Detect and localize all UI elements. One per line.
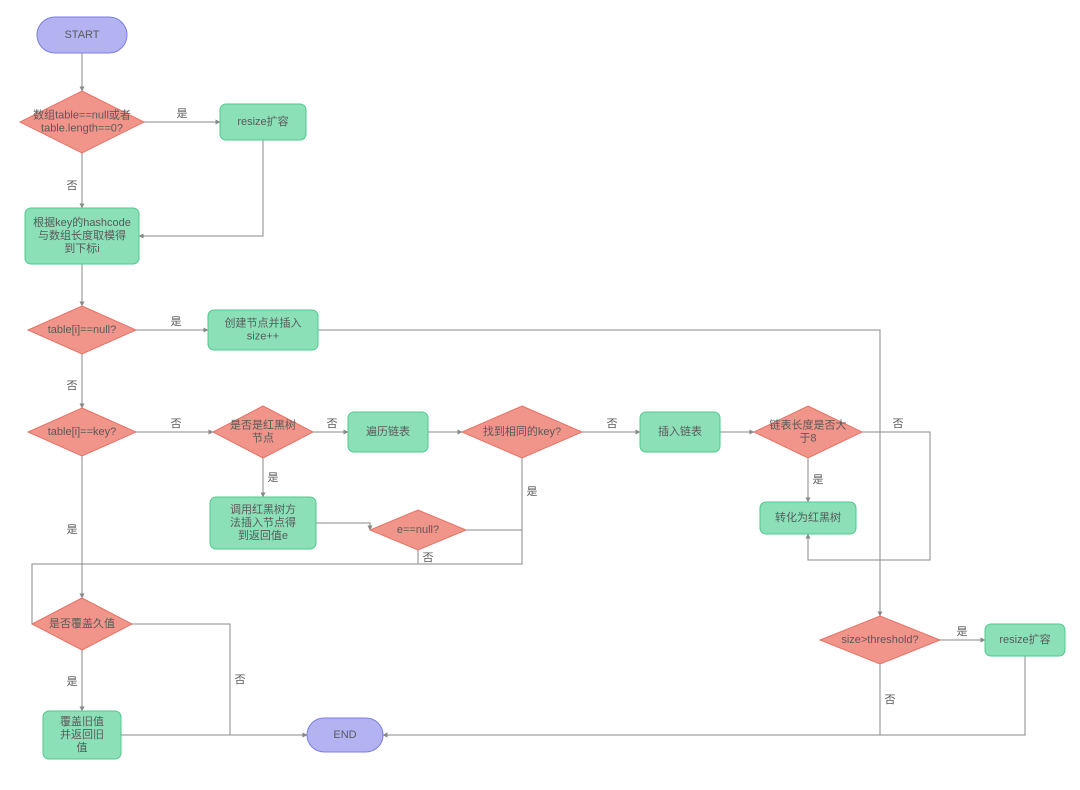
node-p_insert: 插入链表 — [640, 412, 720, 452]
node-p_rbins: 调用红黑树方法插入节点得到返回值e — [210, 497, 316, 549]
node-label: resize扩容 — [237, 114, 288, 128]
node-label: table.length==0? — [41, 122, 123, 134]
node-p_resize1: resize扩容 — [220, 104, 306, 140]
edge-label-15: 是 — [268, 471, 279, 484]
edge-label-23: 否 — [235, 674, 246, 686]
edge-label-9: 否 — [327, 418, 338, 430]
node-label: e==null? — [397, 524, 439, 536]
node-label: 找到相同的key? — [483, 424, 561, 438]
node-p_create: 创建节点并插入size++ — [208, 310, 318, 350]
node-label: 值 — [77, 741, 88, 754]
node-d_tablei: table[i]==null? — [28, 306, 136, 354]
node-label: 数组table==null或者 — [33, 107, 131, 121]
node-end: END — [307, 718, 383, 752]
node-label: 遍历链表 — [366, 424, 410, 438]
node-d_cover: 是否覆盖久值 — [32, 598, 132, 650]
node-label: 节点 — [252, 431, 274, 444]
edge-label-26: 否 — [885, 694, 896, 706]
node-label: START — [64, 29, 99, 41]
node-label: 是否是红黑树 — [230, 417, 296, 431]
edge-label-2: 否 — [67, 180, 78, 192]
node-p_iter: 遍历链表 — [348, 412, 428, 452]
node-label: size++ — [247, 330, 279, 342]
node-p_hash: 根据key的hashcode与数组长度取模得到下标i — [25, 208, 139, 264]
node-p_torb: 转化为红黑树 — [760, 502, 856, 534]
edge-label-8: 否 — [171, 418, 182, 430]
node-label: END — [333, 729, 356, 741]
node-d_key: table[i]==key? — [28, 408, 136, 456]
node-label: 根据key的hashcode — [33, 215, 131, 229]
edge-26 — [383, 664, 880, 735]
node-label: 是否覆盖久值 — [49, 616, 115, 630]
node-p_coverold: 覆盖旧值并返回旧值 — [43, 711, 121, 759]
node-d_thresh: size>threshold? — [820, 616, 940, 664]
node-label: 转化为红黑树 — [775, 510, 841, 524]
node-label: 到下标i — [64, 241, 99, 255]
node-label: 插入链表 — [658, 424, 702, 438]
edge-13 — [808, 432, 930, 560]
edge-label-11: 否 — [607, 418, 618, 430]
node-label: 并返回旧 — [60, 727, 104, 741]
node-label: 调用红黑树方 — [230, 502, 296, 516]
edge-23 — [132, 624, 307, 735]
edge-6 — [318, 330, 880, 616]
edge-27 — [383, 656, 1025, 735]
node-label: size>threshold? — [841, 634, 918, 646]
edge-label-21: 是 — [67, 523, 78, 536]
node-label: 覆盖旧值 — [60, 714, 104, 728]
edge-label-25: 是 — [957, 625, 968, 638]
edge-label-19: 否 — [423, 552, 434, 564]
edge-label-7: 否 — [67, 380, 78, 392]
node-start: START — [37, 17, 127, 53]
node-label: table[i]==null? — [48, 324, 117, 336]
node-label: 链表长度是否大 — [770, 417, 847, 431]
edge-label-14: 是 — [813, 473, 824, 486]
node-label: 于8 — [799, 432, 816, 444]
node-d_enull: e==null? — [370, 510, 466, 550]
node-d_found: 找到相同的key? — [462, 406, 582, 458]
edge-label-17: 是 — [527, 485, 538, 498]
edge-3 — [139, 140, 263, 236]
flowchart-canvas: 是否是否否否否否是是是否是是否是否START数组table==null或者tab… — [0, 0, 1080, 790]
edge-label-13: 否 — [893, 418, 904, 430]
node-label: 法插入节点得 — [230, 515, 296, 529]
edge-label-1: 是 — [177, 107, 188, 120]
node-label: 与数组长度取模得 — [38, 228, 126, 242]
node-d_len8: 链表长度是否大于8 — [754, 406, 862, 458]
node-d1: 数组table==null或者table.length==0? — [20, 91, 144, 153]
node-label: table[i]==key? — [48, 426, 117, 438]
edge-label-5: 是 — [171, 315, 182, 328]
edge-16 — [316, 523, 370, 530]
node-label: 创建节点并插入 — [225, 315, 302, 329]
edge-label-22: 是 — [67, 675, 78, 688]
node-d_rb: 是否是红黑树节点 — [213, 406, 313, 458]
node-label: 到返回值e — [238, 529, 288, 542]
node-p_resize2: resize扩容 — [985, 624, 1065, 656]
node-label: resize扩容 — [999, 632, 1050, 646]
